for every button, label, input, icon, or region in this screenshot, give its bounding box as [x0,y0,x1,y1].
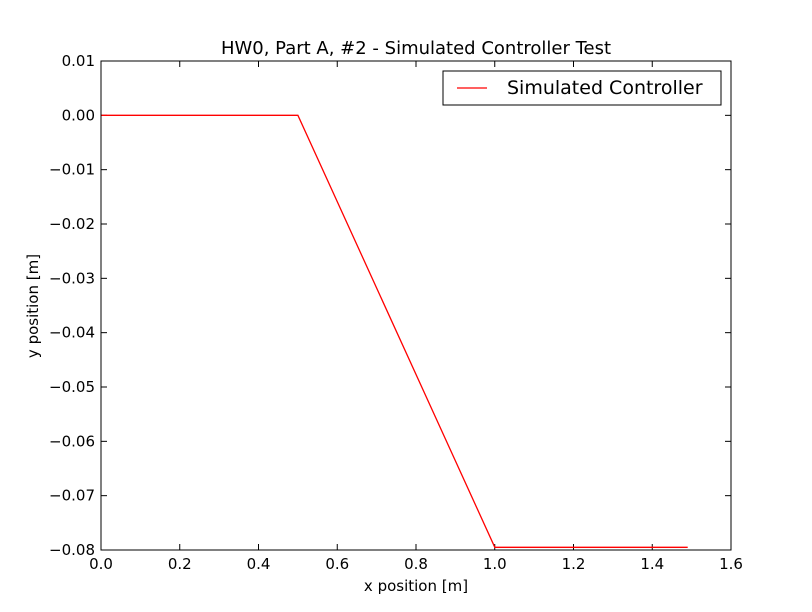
y-tick-label: −0.01 [49,161,95,179]
y-tick-label: 0.01 [62,52,95,70]
chart-title: HW0, Part A, #2 - Simulated Controller T… [221,38,611,59]
x-tick-label: 0.4 [247,555,271,573]
legend: Simulated Controller [442,70,722,106]
legend-box [442,70,722,106]
x-tick-label: 0.0 [89,555,113,573]
x-tick-label: 0.8 [404,555,428,573]
x-tick-label: 0.2 [168,555,192,573]
tick-labels: 0.0 0.2 0.4 0.6 0.8 1.0 1.2 1.4 1.6 0.01 0.00 −0.01… [49,52,743,573]
y-tick-label: −0.03 [49,269,95,287]
y-tick-label: −0.06 [49,432,95,450]
y-tick-label: −0.02 [49,215,95,233]
x-tick-label: 0.6 [325,555,349,573]
x-tick-label: 1.0 [483,555,507,573]
series-layer [101,114,688,548]
x-tick-label: 1.6 [719,555,743,573]
y-axis-label: y position [m] [24,254,42,358]
legend-label: Simulated Controller [507,77,703,99]
plot-frame [100,60,732,551]
y-tick-label: 0.00 [62,106,95,124]
x-tick-label: 1.4 [640,555,664,573]
y-tick-label: −0.05 [49,378,95,396]
series-line-simulated-controller [101,114,688,548]
y-tick-label: −0.07 [49,487,95,505]
y-tick-label: −0.04 [49,324,95,342]
x-tick-label: 1.2 [562,555,586,573]
y-tick-label: −0.08 [49,541,95,559]
x-axis-label: x position [m] [364,577,468,595]
